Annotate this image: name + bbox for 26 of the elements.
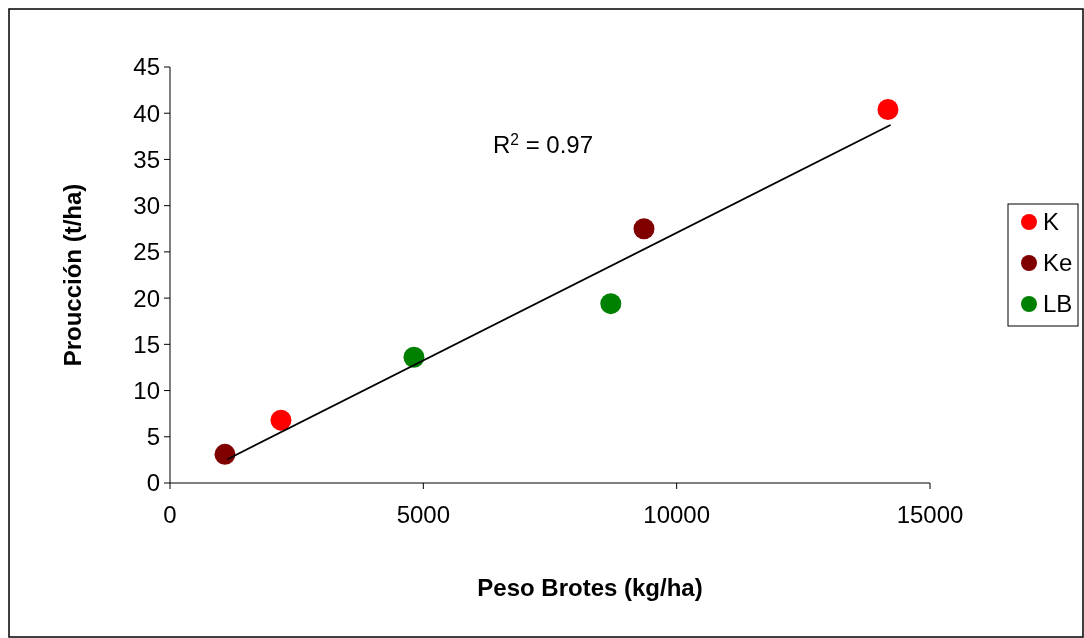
y-tick-label: 15 [133, 330, 160, 358]
y-tick-label: 25 [133, 238, 160, 266]
y-tick-label: 10 [133, 376, 160, 404]
y-tick-label: 35 [133, 145, 160, 173]
point [633, 218, 655, 240]
x-tick-label: 15000 [896, 501, 964, 528]
y-tick-label: 45 [133, 53, 160, 81]
point [877, 99, 899, 121]
x-tick-label: 10000 [643, 501, 711, 528]
annotation: R$^{2}$ = 0.97 [492, 130, 594, 158]
x-axis-title: Peso Brotes (kg/ha) [477, 574, 703, 601]
point [600, 293, 622, 315]
y-axis-title: Proucción (t/ha) [59, 183, 86, 367]
y-tick-label: 20 [133, 284, 160, 312]
y-tick-label: 30 [133, 192, 160, 220]
y-tick-label: 5 [146, 423, 160, 451]
point [403, 346, 425, 368]
y-tick-label: 40 [133, 99, 160, 127]
point [270, 409, 292, 431]
legend-label: K [1043, 208, 1060, 236]
legend-label: Ke [1043, 249, 1073, 277]
x-tick-label: 5000 [396, 501, 451, 528]
x-tick-label: 0 [163, 501, 177, 528]
legend-label: LB [1043, 290, 1073, 318]
point [214, 443, 236, 465]
y-tick-label: 0 [146, 469, 160, 497]
